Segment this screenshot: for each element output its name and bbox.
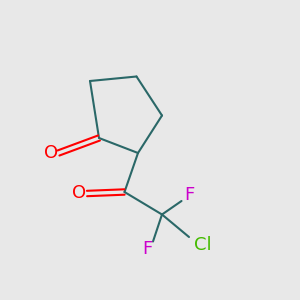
Text: F: F xyxy=(142,240,152,258)
Text: Cl: Cl xyxy=(194,236,211,253)
Text: F: F xyxy=(184,186,194,204)
Text: O: O xyxy=(72,184,87,202)
Text: O: O xyxy=(44,144,58,162)
